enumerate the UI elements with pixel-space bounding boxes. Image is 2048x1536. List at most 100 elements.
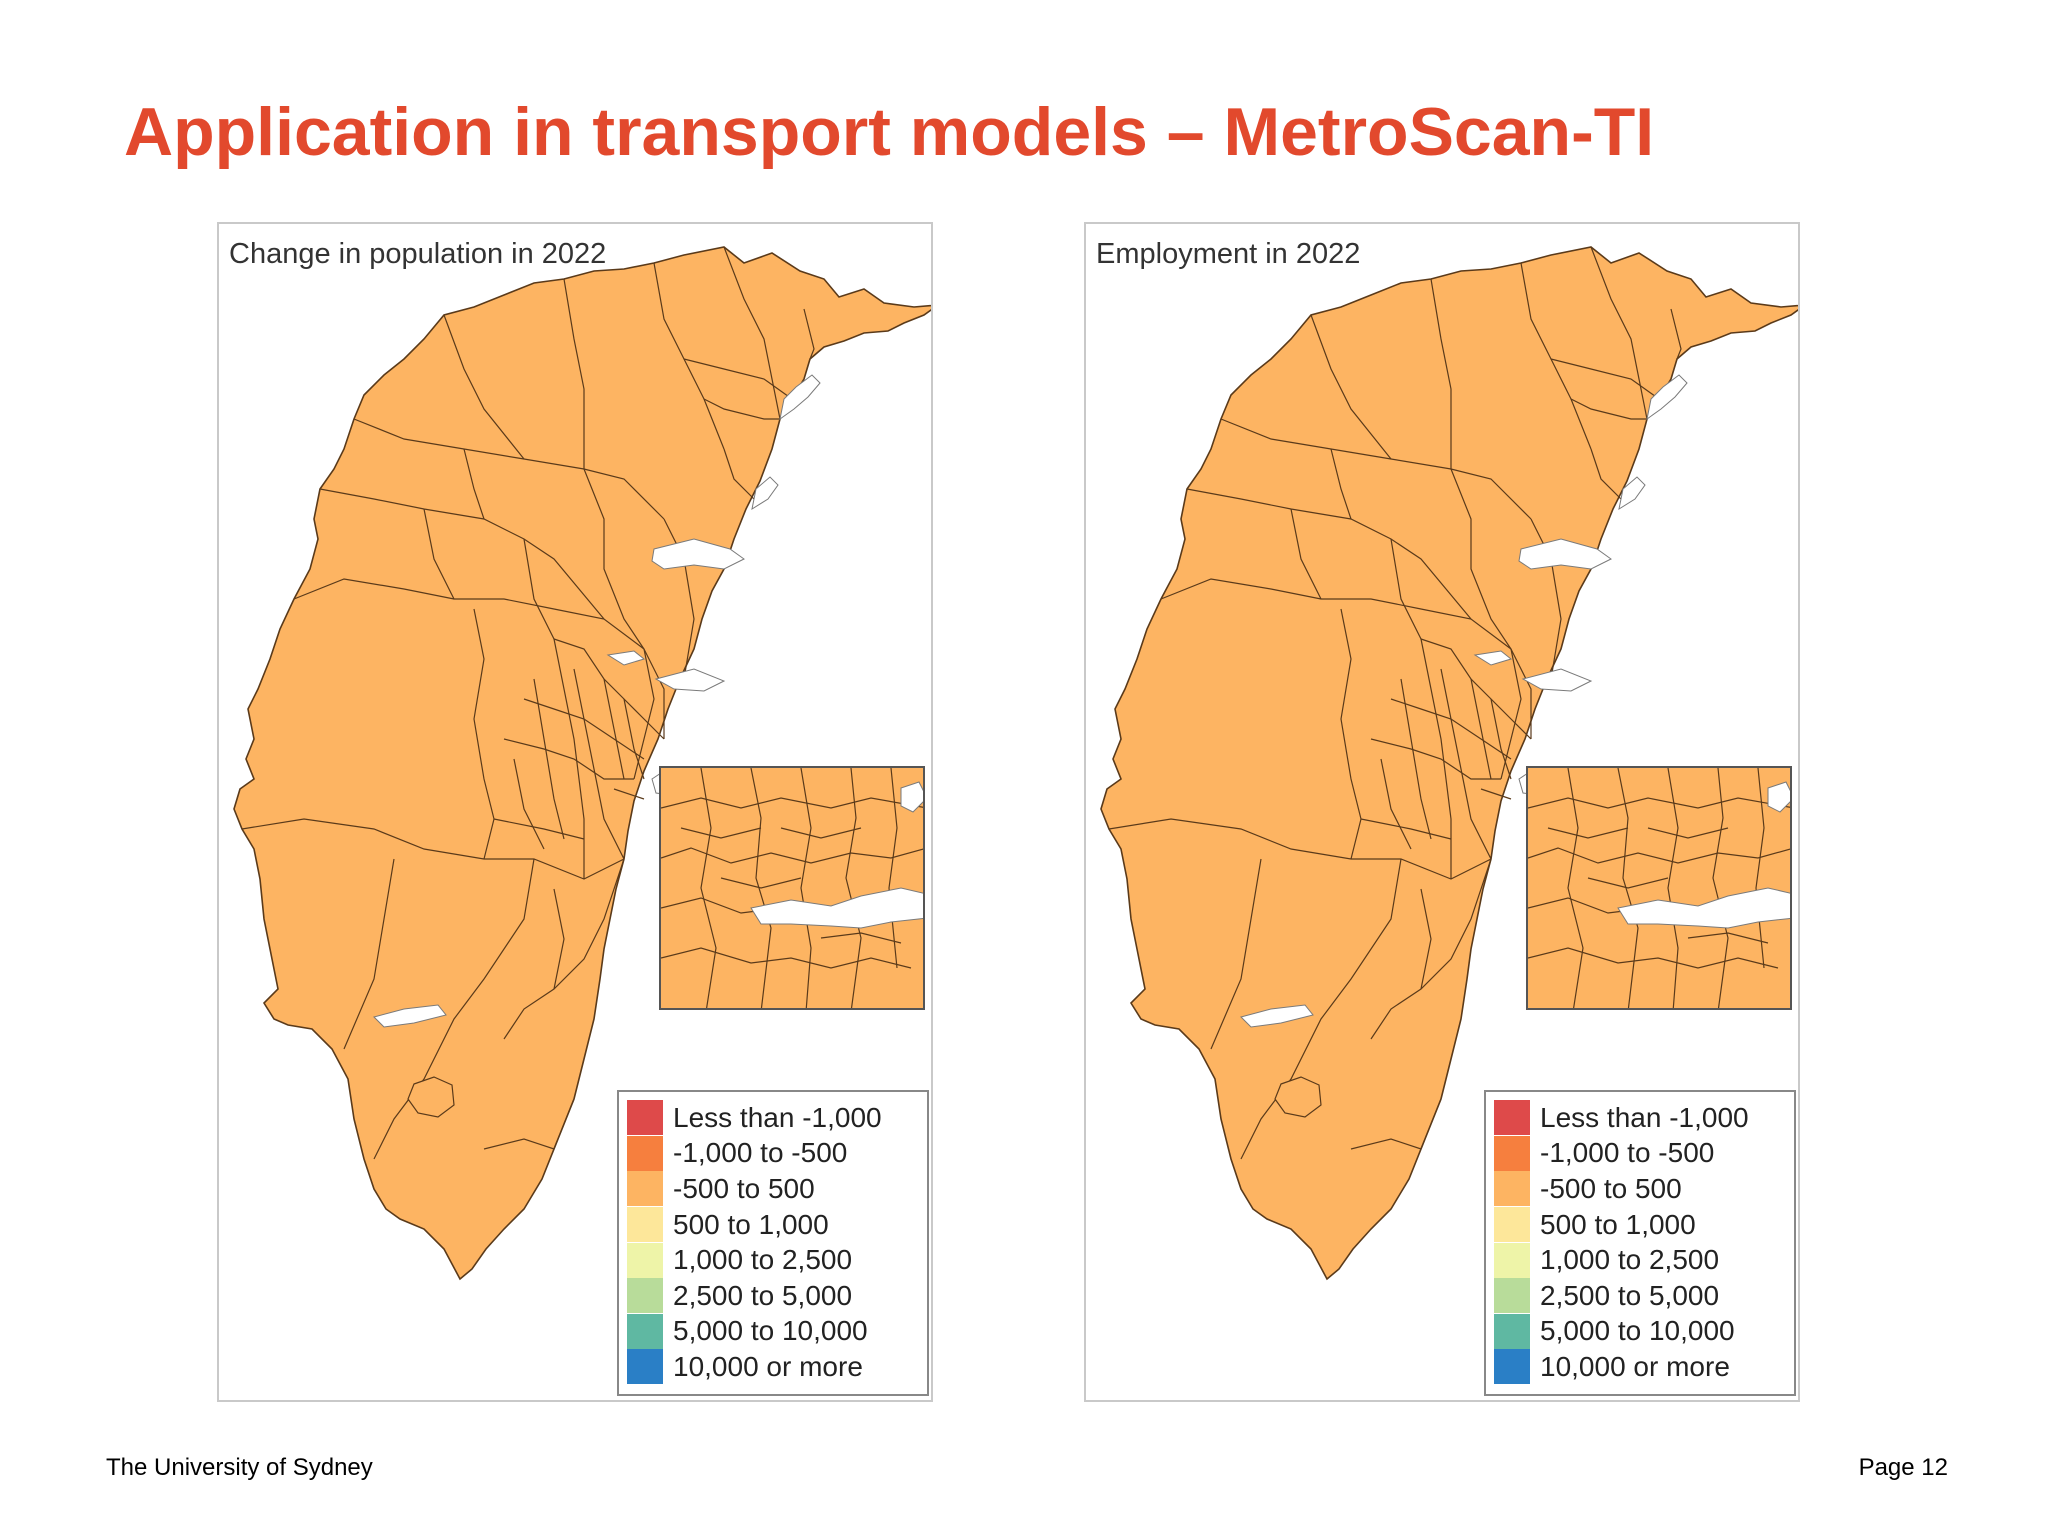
- water-inlet: [606, 650, 646, 666]
- population-map-panel: Change in population in 2022 Less than -…: [217, 222, 933, 1402]
- legend-swatch: [627, 1349, 663, 1385]
- region-border: [1530, 518, 1562, 680]
- region-border: [293, 578, 645, 650]
- legend-item: 500 to 1,000: [1494, 1207, 1786, 1243]
- region-border: [473, 608, 495, 860]
- employment-map-panel: Employment in 2022 Less than -1,000 -1,00…: [1084, 222, 1800, 1402]
- legend-label: -1,000 to -500: [673, 1137, 848, 1169]
- inset-border: [1587, 877, 1669, 889]
- region-border: [613, 788, 645, 800]
- inset-border: [1617, 768, 1639, 1008]
- water-inlet: [1240, 1004, 1314, 1028]
- inset-region-fill: [661, 768, 923, 1008]
- population-legend: Less than -1,000 -1,000 to -500 -500 to 50…: [617, 1090, 929, 1396]
- legend-label: 10,000 or more: [1540, 1350, 1730, 1382]
- region-borders: [1108, 246, 1682, 1160]
- legend-item: -500 to 500: [1494, 1171, 1786, 1207]
- legend-swatch: [1494, 1278, 1530, 1314]
- region-border: [1340, 608, 1362, 860]
- inset-border: [661, 797, 923, 809]
- employment-inset-map: [1526, 766, 1792, 1010]
- region-border: [483, 1098, 575, 1150]
- legend-swatch: [627, 1171, 663, 1207]
- slide-title: Application in transport models – MetroS…: [124, 94, 1655, 170]
- inset-border: [1528, 947, 1779, 969]
- region-border: [493, 818, 585, 840]
- region-border: [1360, 818, 1452, 840]
- inset-border: [845, 768, 862, 1008]
- region-border: [1240, 858, 1402, 1160]
- inset-border: [820, 932, 902, 944]
- legend-label: 500 to 1,000: [1540, 1208, 1696, 1240]
- inset-border: [750, 768, 772, 1008]
- legend-swatch: [627, 1313, 663, 1349]
- inset-border: [1528, 797, 1790, 809]
- region-border: [1440, 668, 1492, 860]
- inset-border: [680, 827, 762, 839]
- legend-swatch: [1494, 1313, 1530, 1349]
- inset-border: [1755, 768, 1765, 969]
- region-border: [503, 858, 625, 1040]
- region-border: [1450, 468, 1532, 739]
- legend-swatch: [1494, 1100, 1530, 1136]
- region-border: [1370, 738, 1501, 780]
- region-border: [603, 678, 625, 780]
- water-inlet: [779, 374, 821, 421]
- inset-bay: [1767, 781, 1790, 813]
- legend-swatch: [627, 1278, 663, 1314]
- legend-label: Less than -1,000: [673, 1101, 882, 1133]
- region-border: [553, 638, 665, 740]
- region-border: [1490, 698, 1512, 780]
- employment-inset-shape: [1528, 768, 1790, 1008]
- inset-region-fill: [1528, 768, 1790, 1008]
- legend-label: 1,000 to 2,500: [1540, 1244, 1720, 1276]
- region-border: [1400, 678, 1432, 840]
- region-border: [623, 698, 645, 780]
- employment-legend: Less than -1,000 -1,000 to -500 -500 to 50…: [1484, 1090, 1796, 1396]
- inset-bay: [900, 781, 923, 813]
- legend-label: -500 to 500: [673, 1172, 815, 1204]
- footer-university: The University of Sydney: [106, 1454, 373, 1481]
- region-border: [723, 448, 755, 500]
- legend-item: 2,500 to 5,000: [1494, 1278, 1786, 1314]
- region-border: [553, 888, 565, 990]
- legend-item: 500 to 1,000: [627, 1207, 919, 1243]
- inset-border: [661, 947, 912, 969]
- region-border: [343, 858, 395, 1050]
- legend-item: Less than -1,000: [627, 1100, 919, 1136]
- region-map-shape: [1100, 246, 1798, 1281]
- legend-swatch: [627, 1242, 663, 1278]
- region-border: [463, 448, 485, 520]
- footer-page-number: Page 12: [1858, 1454, 1948, 1481]
- water-bodies: [373, 374, 821, 1028]
- legend-swatch: [1494, 1171, 1530, 1207]
- water-inlet: [1518, 538, 1612, 570]
- region-border: [1210, 858, 1262, 1050]
- legend-label: -1,000 to -500: [1540, 1137, 1715, 1169]
- legend-swatch: [627, 1100, 663, 1136]
- inset-border: [1647, 827, 1729, 839]
- inset-border: [780, 827, 862, 839]
- region-border: [663, 518, 695, 680]
- population-inset-map: [659, 766, 925, 1010]
- region-border: [1590, 448, 1622, 500]
- region-border: [1310, 314, 1392, 460]
- region-border: [703, 398, 780, 420]
- inset-border: [1528, 847, 1790, 864]
- region-border: [443, 314, 525, 460]
- population-map-title: Change in population in 2022: [229, 238, 607, 270]
- region-border: [583, 468, 665, 739]
- region-border: [1550, 358, 1660, 400]
- region-border: [513, 758, 545, 850]
- legend-label: 2,500 to 5,000: [1540, 1279, 1720, 1311]
- legend-swatch: [1494, 1135, 1530, 1171]
- legend-label: 2,500 to 5,000: [673, 1279, 853, 1311]
- region-border: [573, 668, 625, 860]
- region-map-shape: [233, 246, 931, 1281]
- region-border: [1108, 818, 1492, 880]
- region-border: [503, 738, 634, 780]
- water-bodies: [1240, 374, 1688, 1028]
- region-border: [1390, 538, 1452, 879]
- water-inlet: [373, 1004, 447, 1028]
- legend-label: 10,000 or more: [673, 1350, 863, 1382]
